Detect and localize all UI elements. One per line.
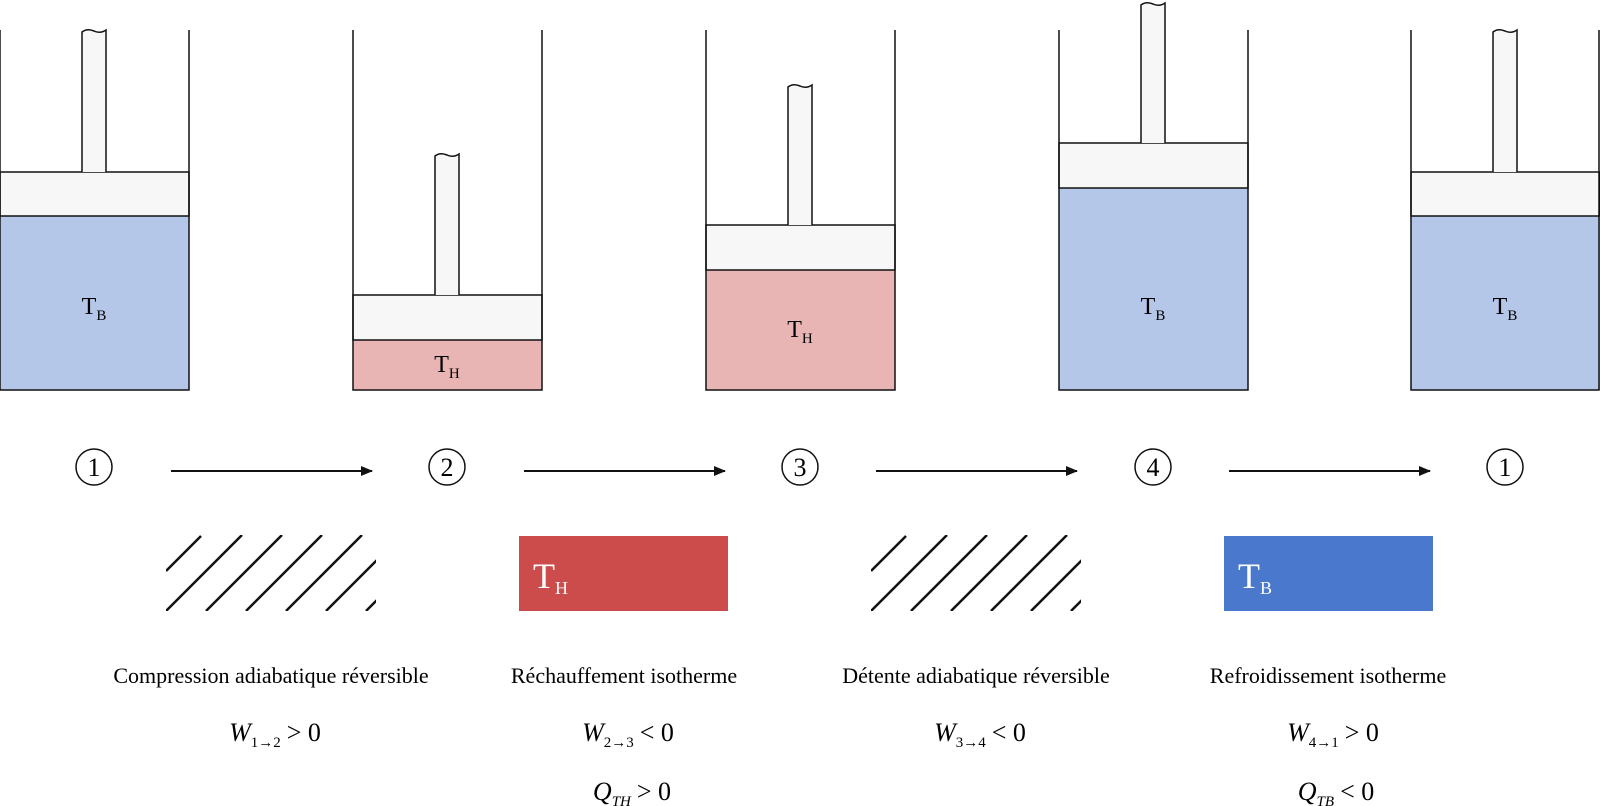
gas-temperature-label: TB [82,294,107,324]
svg-text:3: 3 [794,453,807,482]
gas-volume-cold [1059,188,1248,390]
hot-reservoir: TH [519,536,728,611]
cylinder-wall [1410,30,1600,391]
process-title: Refroidissement isotherme [1210,663,1446,688]
process-title: Réchauffement isotherme [511,663,737,688]
piston-head [1410,171,1600,217]
adiabatic-wall-hatch [166,535,376,611]
state-sequence: 1 2 3 4 1 [75,448,1524,486]
state-marker: 2 [428,448,466,486]
cold-reservoir: TB [1224,536,1433,611]
svg-text:4: 4 [1147,453,1160,482]
work-equation: W1→2 > 0 [229,718,321,751]
work-equation: W2→3 < 0 [582,718,674,751]
gas-temperature-label: TB [1141,294,1166,324]
cold-reservoir-label: TB [1238,556,1272,598]
svg-text:1: 1 [1499,453,1512,482]
gas-volume-hot [706,270,895,390]
gas-temperature-label: TB [1493,294,1518,324]
gas-volume-hot [353,340,542,390]
process-title: Détente adiabatique réversible [842,663,1110,688]
cylinders-row: TB TH TH TB [0,1,1600,391]
state-marker: 4 [1134,448,1172,486]
piston-rod [787,83,813,225]
state-marker: 1 [75,448,113,486]
piston-rod [1140,1,1166,143]
cylinder-state-2: TH [352,30,543,391]
state-marker: 3 [781,448,819,486]
svg-text:1: 1 [88,453,101,482]
piston-head [0,171,190,217]
piston-rod [434,152,460,295]
piston-rod [1492,28,1518,172]
work-equation: W4→1 > 0 [1287,718,1379,751]
piston-rod [81,28,107,172]
reservoirs-row: TH TB [166,535,1433,611]
gas-temperature-label: TH [787,317,813,347]
heat-equation: QTH > 0 [593,777,671,806]
state-marker: 1 [1486,448,1524,486]
cylinder-state-3: TH [705,30,896,391]
piston-head [352,294,543,341]
gas-temperature-label: TH [434,352,460,382]
adiabatic-wall-hatch [871,535,1081,611]
work-equation: W3→4 < 0 [934,718,1026,751]
hot-reservoir-label: TH [533,556,568,598]
piston-head [705,224,896,271]
svg-text:2: 2 [441,453,454,482]
gas-volume-cold [0,216,189,390]
process-captions: Compression adiabatique réversible W1→2 >… [113,663,1446,806]
heat-equation: QTB < 0 [1298,777,1374,806]
cylinder-state-4: TB [1058,1,1249,391]
cylinder-wall [1058,30,1249,391]
cylinder-state-1: TB [0,28,190,391]
process-title: Compression adiabatique réversible [113,663,428,688]
cylinder-wall [0,30,190,391]
cylinder-state-1-return: TB [1410,28,1600,391]
piston-head [1058,142,1249,189]
gas-volume-cold [1411,216,1600,390]
cylinder-wall [705,30,896,391]
cylinder-wall [352,30,543,391]
